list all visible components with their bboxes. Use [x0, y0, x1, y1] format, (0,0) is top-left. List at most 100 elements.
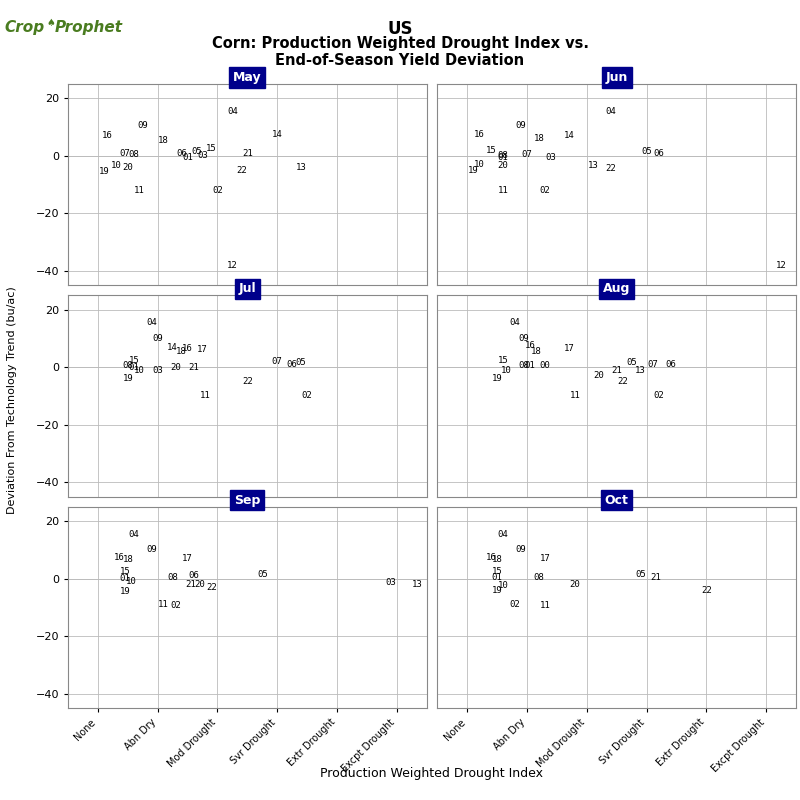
Text: 15: 15 — [492, 567, 502, 576]
Text: 11: 11 — [200, 391, 211, 401]
Text: 22: 22 — [701, 586, 712, 594]
Text: 01: 01 — [525, 362, 535, 370]
Text: 05: 05 — [641, 147, 652, 156]
Text: 21: 21 — [611, 366, 622, 374]
Text: 20: 20 — [594, 371, 604, 380]
Text: 15: 15 — [498, 355, 509, 365]
Text: 15: 15 — [486, 146, 497, 154]
Text: 09: 09 — [516, 121, 526, 130]
Text: 06: 06 — [653, 149, 664, 158]
Text: 02: 02 — [212, 186, 223, 195]
Text: 15: 15 — [206, 144, 217, 154]
Text: 11: 11 — [158, 600, 169, 609]
Text: 20: 20 — [122, 163, 133, 172]
Text: Prophet: Prophet — [54, 20, 122, 35]
Text: 19: 19 — [122, 374, 133, 383]
Text: 16: 16 — [474, 130, 485, 139]
Text: 13: 13 — [412, 580, 423, 589]
Text: 10: 10 — [134, 366, 145, 374]
Text: 22: 22 — [236, 166, 246, 174]
Text: 06: 06 — [286, 360, 298, 369]
Text: 20: 20 — [498, 162, 509, 170]
Text: ♠: ♠ — [46, 18, 55, 28]
Text: 18: 18 — [530, 347, 542, 356]
Text: 16: 16 — [486, 553, 497, 562]
Text: 09: 09 — [146, 546, 157, 554]
Text: 06: 06 — [188, 571, 199, 580]
Text: 02: 02 — [510, 600, 521, 609]
Text: 12: 12 — [227, 261, 238, 270]
Text: 16: 16 — [525, 341, 535, 350]
Text: 05: 05 — [626, 358, 637, 367]
Text: 15: 15 — [128, 355, 139, 365]
Text: 04: 04 — [227, 107, 238, 116]
Text: 17: 17 — [563, 344, 574, 353]
Text: 21: 21 — [188, 362, 199, 372]
Text: 01: 01 — [128, 362, 139, 372]
Text: 17: 17 — [182, 554, 193, 563]
Text: 14: 14 — [167, 342, 178, 352]
Text: 02: 02 — [653, 391, 664, 401]
Text: 18: 18 — [122, 555, 133, 565]
Text: 07: 07 — [522, 150, 533, 159]
Text: 19: 19 — [492, 374, 502, 383]
Text: 08: 08 — [167, 573, 178, 582]
Text: 20: 20 — [170, 362, 181, 372]
Text: US: US — [387, 20, 413, 38]
Text: 10: 10 — [110, 162, 121, 170]
Text: 02: 02 — [539, 186, 550, 195]
Text: 17: 17 — [197, 346, 208, 354]
Text: 16: 16 — [102, 131, 112, 140]
Text: 22: 22 — [606, 164, 616, 174]
Text: Crop: Crop — [4, 20, 44, 35]
Text: 20: 20 — [570, 580, 580, 589]
Text: 10: 10 — [474, 160, 485, 169]
Text: 00: 00 — [556, 150, 566, 159]
Text: 10: 10 — [498, 582, 509, 590]
Text: 13: 13 — [587, 162, 598, 170]
Text: 03: 03 — [152, 366, 163, 374]
Text: 17: 17 — [539, 554, 550, 563]
Text: 01: 01 — [492, 573, 502, 582]
Text: 03: 03 — [546, 153, 556, 162]
Text: 20: 20 — [194, 580, 205, 589]
Text: 19: 19 — [119, 587, 130, 596]
Text: 18: 18 — [492, 555, 502, 565]
Title: Oct: Oct — [605, 494, 629, 506]
Text: 19: 19 — [492, 586, 502, 594]
Title: Sep: Sep — [234, 494, 261, 506]
Text: 05: 05 — [635, 570, 646, 578]
Text: 08: 08 — [518, 362, 530, 370]
Text: 12: 12 — [481, 472, 492, 481]
Title: May: May — [233, 71, 262, 84]
Text: 08: 08 — [128, 150, 139, 159]
Text: 04: 04 — [146, 318, 157, 327]
Text: 19: 19 — [98, 167, 110, 176]
Text: 11: 11 — [570, 391, 580, 401]
Text: 08: 08 — [122, 362, 133, 370]
Text: 13: 13 — [296, 163, 306, 172]
Text: 21: 21 — [185, 580, 196, 589]
Text: 13: 13 — [635, 366, 646, 374]
Text: 05: 05 — [296, 358, 306, 367]
Text: 03: 03 — [386, 578, 396, 587]
Text: 21: 21 — [650, 573, 661, 582]
Text: 04: 04 — [606, 107, 616, 116]
Text: 01: 01 — [498, 153, 509, 162]
Text: 18: 18 — [158, 135, 169, 145]
Text: 01: 01 — [182, 153, 193, 162]
Text: 16: 16 — [182, 344, 193, 353]
Text: 07: 07 — [119, 149, 130, 158]
Text: 03: 03 — [197, 151, 208, 160]
Text: 10: 10 — [501, 366, 511, 374]
Text: 02: 02 — [302, 391, 313, 401]
Text: 14: 14 — [272, 130, 282, 139]
Text: 22: 22 — [618, 377, 628, 386]
Text: 04: 04 — [510, 318, 521, 327]
Text: 06: 06 — [665, 360, 676, 369]
Text: 19: 19 — [468, 166, 478, 174]
Text: 02: 02 — [170, 602, 181, 610]
Text: 09: 09 — [138, 121, 148, 130]
Text: 08: 08 — [534, 573, 544, 582]
Text: 12: 12 — [776, 261, 786, 270]
